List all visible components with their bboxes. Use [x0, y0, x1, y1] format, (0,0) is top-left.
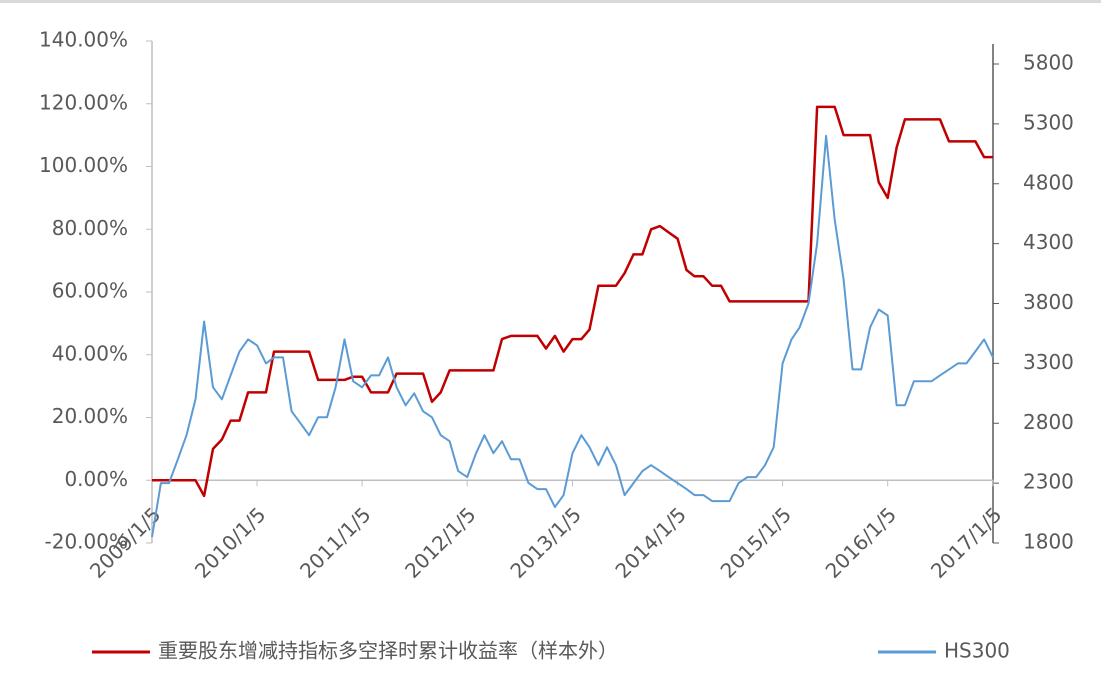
x-tick-label: 2014/1/5 [610, 502, 690, 582]
y-tick-label: 0.00% [64, 467, 128, 491]
x-tick-label: 2013/1/5 [505, 502, 585, 582]
y2-tick-label: 3800 [1023, 290, 1074, 314]
y2-tick-label: 2800 [1023, 410, 1074, 434]
y-tick-label: 40.00% [52, 341, 128, 365]
legend-label: HS300 [944, 639, 1010, 663]
series-line [151, 134, 994, 538]
x-tick-label: 2011/1/5 [295, 502, 375, 582]
y2-tick-label: 5800 [1023, 51, 1074, 75]
legend-label: 重要股东增减持指标多空择时累计收益率（样本外） [158, 639, 618, 663]
y-tick-label: 80.00% [52, 216, 128, 240]
y-tick-label: 140.00% [39, 28, 128, 52]
x-tick-label: 2012/1/5 [400, 502, 480, 582]
x-tick-label: 2015/1/5 [716, 502, 796, 582]
y-tick-label: 120.00% [39, 90, 128, 114]
y-tick-label: 20.00% [52, 404, 128, 428]
y-tick-label: 100.00% [39, 153, 128, 177]
y-tick-label: 60.00% [52, 279, 128, 303]
y2-tick-label: 5300 [1023, 110, 1074, 134]
series-line [152, 105, 993, 498]
y2-tick-label: 2300 [1023, 470, 1074, 494]
y2-tick-label: 4800 [1023, 170, 1074, 194]
x-tick-label: 2016/1/5 [821, 502, 901, 582]
top-border [0, 0, 1101, 3]
y2-tick-label: 3300 [1023, 350, 1074, 374]
y-tick-label: -20.00% [45, 530, 128, 554]
y2-tick-label: 4300 [1023, 230, 1074, 254]
y2-tick-label: 1800 [1023, 530, 1074, 554]
x-tick-label: 2010/1/5 [190, 502, 270, 582]
